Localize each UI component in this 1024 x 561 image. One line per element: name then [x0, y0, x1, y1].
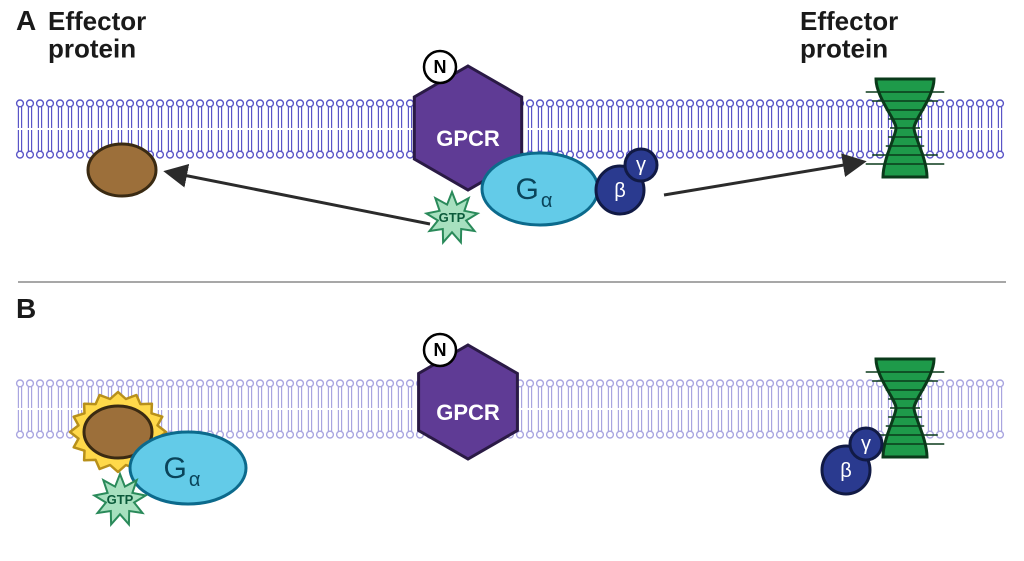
- gamma-label-B: γ: [861, 433, 871, 455]
- g-alpha-B: [130, 432, 246, 504]
- panel-letter-B: B: [16, 293, 36, 324]
- beta-label-B: β: [840, 460, 852, 482]
- diagram-svg: NGTPGPCRGαβγAEffectorproteinEffectorprot…: [0, 0, 1024, 561]
- g-alpha-A: [482, 153, 598, 225]
- n-label-B: N: [434, 340, 447, 360]
- effector-label-right-A: Effectorprotein: [800, 6, 898, 63]
- gpcr-label-A: GPCR: [436, 126, 500, 151]
- gamma-label-A: γ: [636, 154, 646, 176]
- diagram-stage: NGTPGPCRGαβγAEffectorproteinEffectorprot…: [0, 0, 1024, 561]
- gtp-label-B: GTP: [107, 492, 134, 507]
- n-label-A: N: [434, 57, 447, 77]
- panel-letter-A: A: [16, 5, 36, 36]
- effector-label-left-A: Effectorprotein: [48, 6, 146, 63]
- effector-channel-right-A: [866, 79, 945, 177]
- arrow-to-effector-left: [168, 172, 430, 224]
- beta-label-A: β: [614, 180, 626, 202]
- gpcr-label-B: GPCR: [436, 400, 500, 425]
- gtp-label-A: GTP: [439, 210, 466, 225]
- arrow-to-effector-right: [664, 162, 862, 195]
- effector-protein-left-A: [88, 144, 156, 196]
